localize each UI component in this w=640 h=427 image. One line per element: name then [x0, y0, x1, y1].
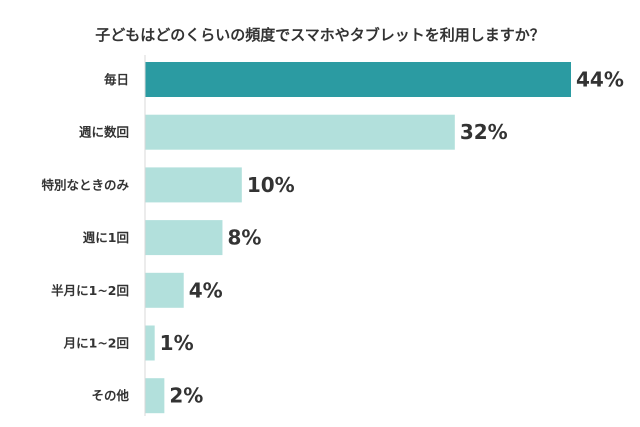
value-label-0: 44% [576, 68, 624, 92]
value-label-5: 1% [160, 331, 194, 355]
category-label-1: 週に数回 [79, 125, 129, 140]
value-label-1: 32% [460, 120, 508, 144]
bar-6 [145, 378, 165, 414]
category-label-2: 特別なときのみ [41, 177, 129, 192]
value-label-2: 10% [247, 173, 295, 197]
value-label-6: 2% [169, 384, 203, 408]
category-label-0: 毎日 [104, 72, 129, 87]
category-label-6: その他 [91, 388, 129, 403]
chart-title: 子どもはどのくらいの頻度でスマホやタブレットを利用しますか？ [95, 26, 545, 44]
bar-0 [145, 62, 571, 97]
category-label-3: 週に1回 [83, 230, 129, 245]
bar-2 [145, 167, 242, 203]
bar-5 [145, 325, 155, 361]
bar-1 [145, 114, 455, 150]
value-label-3: 8% [227, 226, 261, 250]
category-label-4: 半月に1~2回 [51, 283, 129, 298]
bar-3 [145, 220, 223, 256]
value-label-4: 4% [189, 278, 223, 302]
bar-4 [145, 272, 184, 308]
category-label-5: 月に1~2回 [63, 336, 129, 351]
